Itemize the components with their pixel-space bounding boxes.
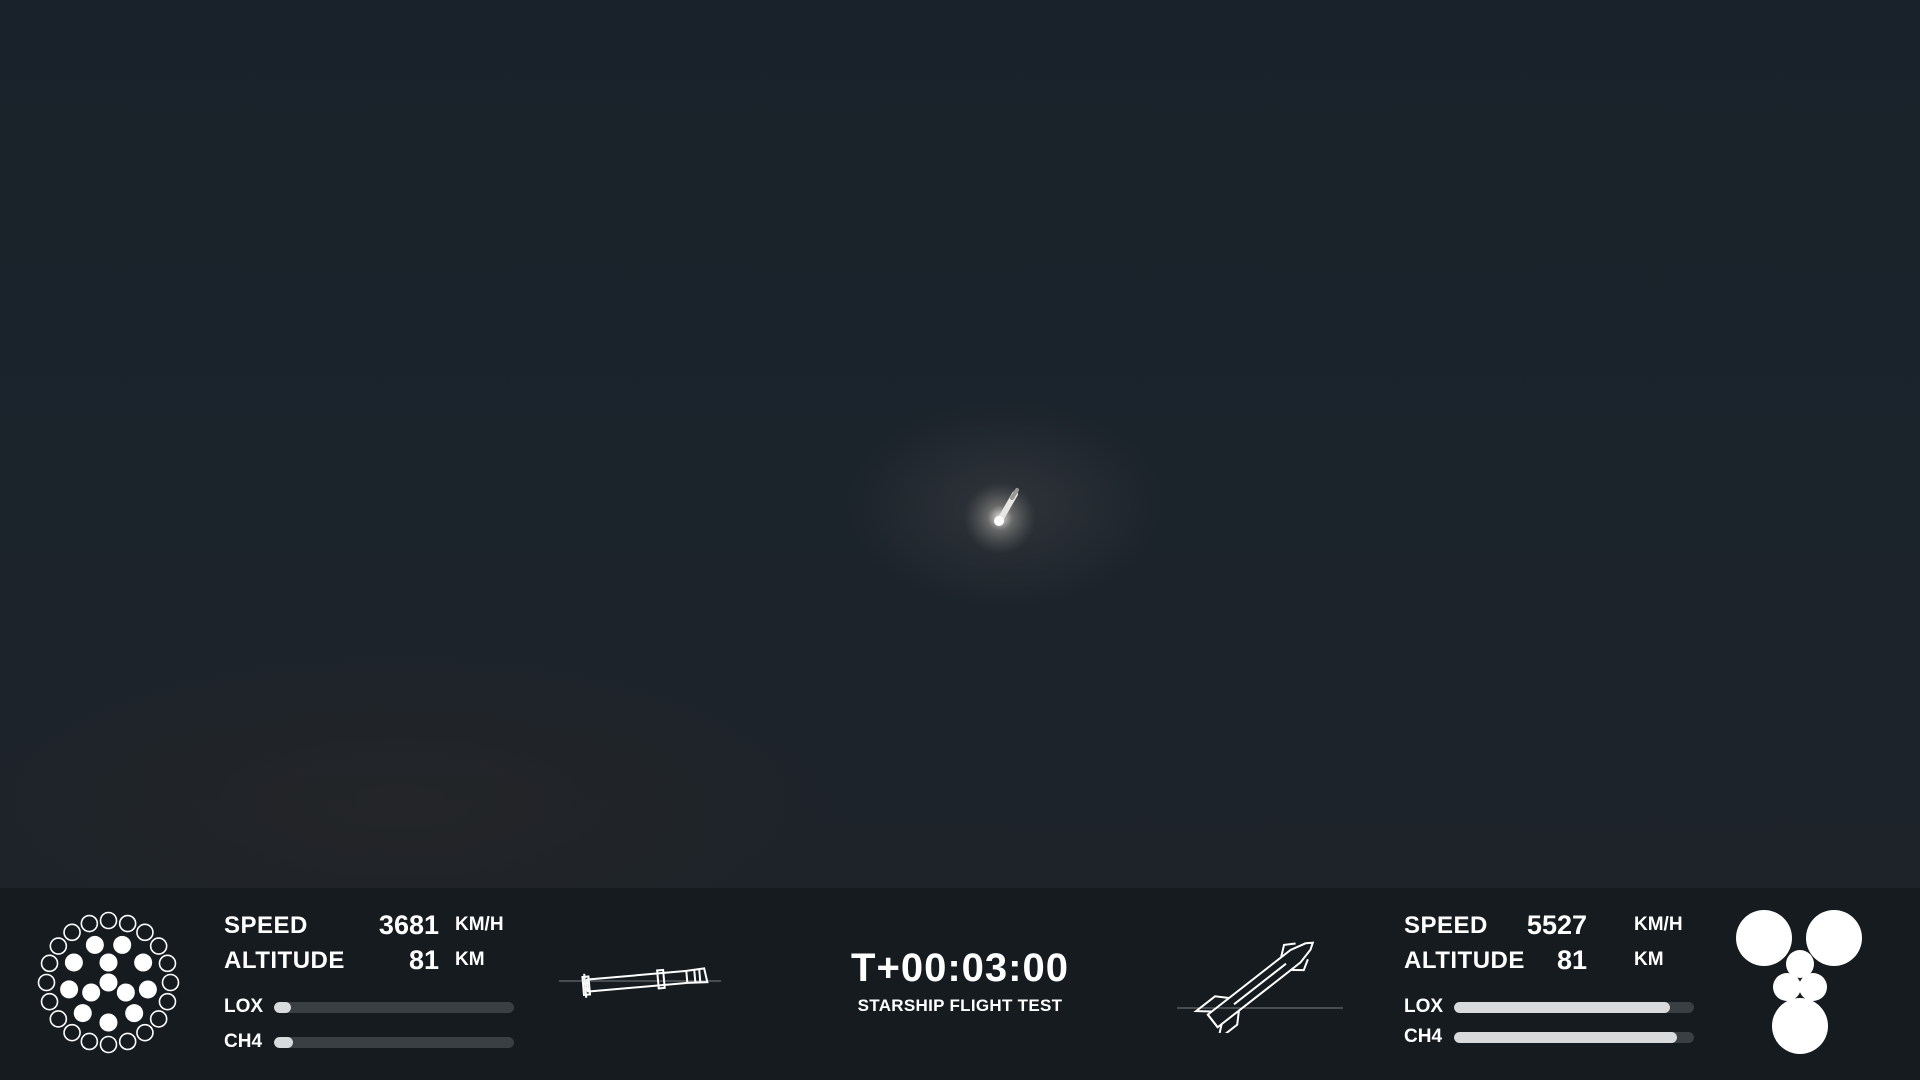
ship-silhouette-icon: [1177, 941, 1343, 1033]
booster-outer-engine: [136, 923, 154, 942]
ship-engine-vacuum-2: [1806, 910, 1862, 966]
booster-active-engine: [73, 1004, 92, 1023]
ship-ch4-label: CH4: [1404, 1026, 1443, 1047]
booster-active-engine: [60, 980, 79, 999]
booster-outer-engine: [40, 992, 59, 1011]
booster-outer-engine: [40, 954, 59, 973]
booster-outer-engine: [49, 937, 68, 955]
booster-outer-engine: [158, 992, 177, 1011]
ship-altitude-label: ALTITUDE: [1404, 947, 1525, 974]
ship-engine-sl-3: [1799, 973, 1827, 1001]
booster-outer-engine: [63, 923, 81, 942]
mission-clock: T+00:03:00: [851, 946, 1069, 990]
ship-engine-vacuum-1: [1736, 910, 1792, 966]
booster-silhouette-icon: [559, 967, 721, 998]
booster-outer-engine: [158, 954, 177, 973]
booster-outer-engine: [118, 1032, 137, 1051]
ship-lox-label: LOX: [1404, 996, 1444, 1017]
booster-active-engine: [134, 953, 153, 972]
booster-active-engine: [138, 980, 157, 999]
booster-outer-engine: [136, 1023, 154, 1042]
ship-engine-cluster-icon: [1736, 910, 1862, 1054]
booster-outer-engine: [49, 1010, 68, 1028]
ship-lox-fill: [1454, 1002, 1670, 1013]
rocket-in-flight-icon: [964, 482, 1036, 554]
ship-altitude-unit: KM: [1634, 949, 1664, 970]
booster-outer-engine: [37, 973, 56, 992]
booster-outer-engine: [99, 911, 118, 930]
booster-lox-label: LOX: [224, 996, 264, 1017]
booster-outer-engine: [80, 914, 99, 933]
booster-outer-engine: [161, 973, 180, 992]
booster-outer-engine: [149, 1010, 168, 1028]
mission-title: STARSHIP FLIGHT TEST: [857, 996, 1063, 1015]
booster-ch4-fill: [274, 1037, 294, 1048]
live-video-feed: [0, 0, 1920, 888]
booster-engine-cluster-icon: [37, 911, 180, 1054]
booster-active-engine: [85, 935, 104, 954]
booster-ch4-gauge: [274, 1037, 514, 1048]
booster-altitude-value: 81: [408, 945, 439, 975]
booster-active-engine: [82, 983, 101, 1002]
booster-outer-engine: [118, 914, 137, 933]
booster-outer-engine: [149, 937, 168, 955]
booster-ch4-label: CH4: [224, 1031, 263, 1052]
booster-speed-label: SPEED: [224, 912, 308, 939]
booster-altitude-unit: KM: [455, 949, 485, 970]
ship-lox-gauge: [1454, 1002, 1694, 1013]
booster-active-engine: [64, 953, 83, 972]
booster-active-engine: [99, 973, 118, 992]
ship-engine-sl-1: [1786, 950, 1814, 978]
booster-lox-fill: [274, 1002, 291, 1013]
booster-active-engine: [125, 1004, 144, 1023]
ship-speed-label: SPEED: [1404, 912, 1488, 939]
ship-speed-value: 5527: [1526, 910, 1587, 940]
booster-active-engine: [99, 1013, 118, 1032]
ship-ch4-fill: [1454, 1032, 1678, 1043]
booster-active-engine: [116, 983, 135, 1002]
telemetry-hud: SPEED 3681 KM/H ALTITUDE 81 KM LOX CH4 T…: [0, 888, 1920, 1080]
booster-active-engine: [99, 953, 118, 972]
ship-ch4-gauge: [1454, 1032, 1694, 1043]
booster-speed-value: 3681: [378, 910, 439, 940]
booster-active-engine: [113, 935, 132, 954]
booster-altitude-label: ALTITUDE: [224, 947, 345, 974]
booster-outer-engine: [63, 1023, 81, 1042]
booster-lox-gauge: [274, 1002, 514, 1013]
ship-engine-vacuum-3: [1772, 998, 1828, 1054]
booster-outer-engine: [99, 1035, 118, 1054]
booster-speed-unit: KM/H: [455, 914, 504, 935]
ship-engine-sl-2: [1773, 973, 1801, 1001]
ship-altitude-value: 81: [1556, 945, 1587, 975]
ship-speed-unit: KM/H: [1634, 914, 1683, 935]
booster-outer-engine: [80, 1032, 99, 1051]
